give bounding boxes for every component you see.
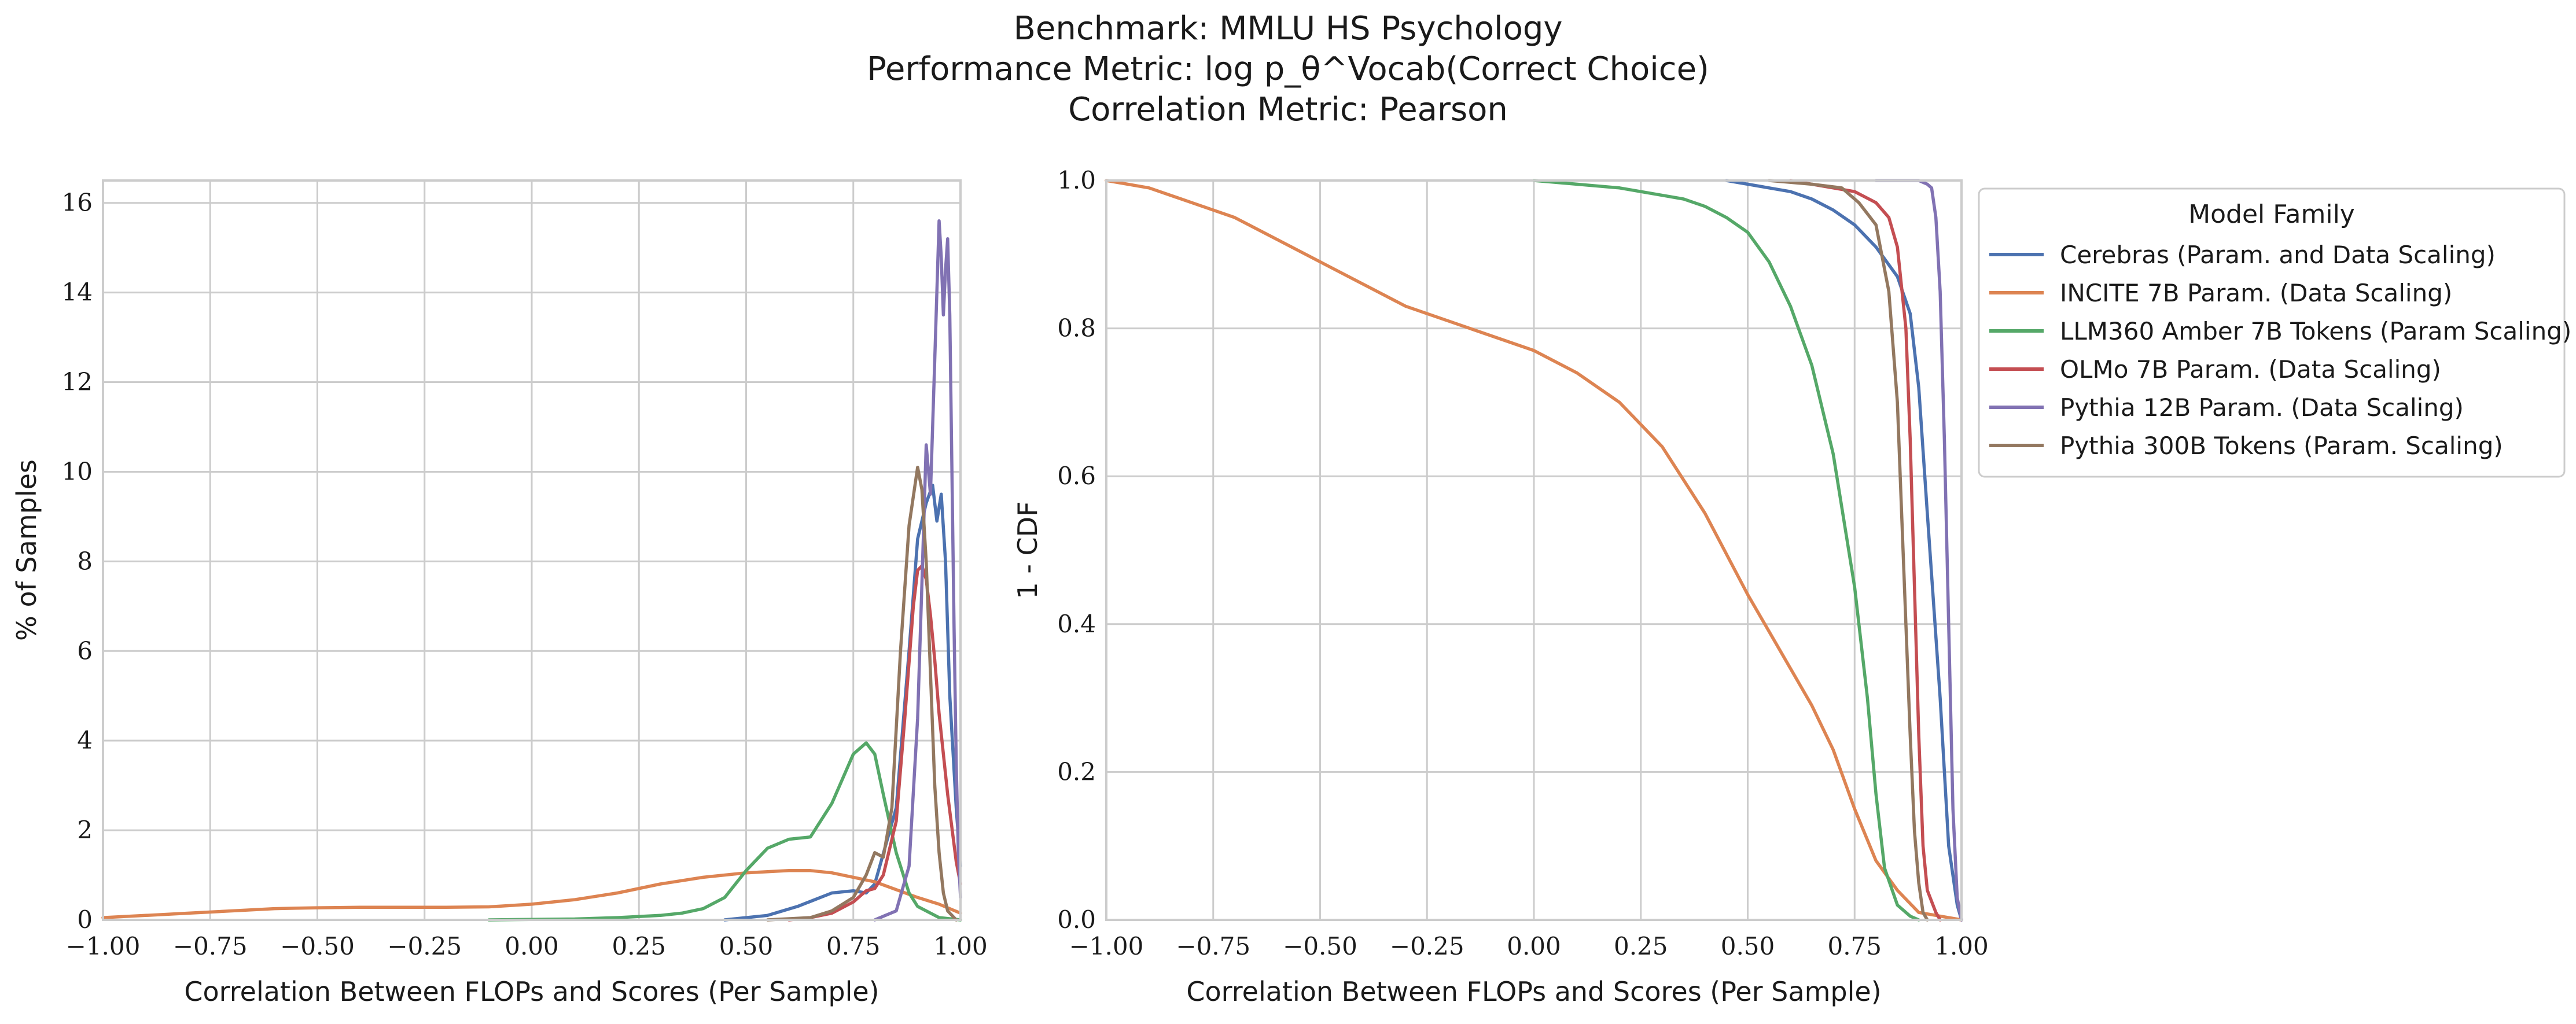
- survival-x-tick-label: 0.75: [1827, 932, 1882, 960]
- survival-series-line: [1724, 179, 1963, 922]
- kde-y-tick-label: 12: [62, 368, 93, 396]
- survival-series-line: [1874, 179, 1963, 922]
- survival-x-tick-label: 0.25: [1614, 932, 1668, 960]
- legend-entry-label: INCITE 7B Param. (Data Scaling): [2060, 279, 2452, 307]
- kde-x-tick-label: 0.50: [719, 932, 774, 960]
- legend-entry-label: Cerebras (Param. and Data Scaling): [2060, 241, 2496, 269]
- title-performance-metric: Performance Metric: log p_θ^Vocab(Correc…: [867, 50, 1709, 88]
- survival-y-tick-label: 0.8: [1057, 314, 1096, 342]
- kde-x-tick-label: −0.75: [173, 932, 248, 960]
- kde-panel: −1.00 −0.75 −0.50 −0.25 0.00 0.25 0.50 0.75 1.00…: [11, 179, 988, 1007]
- kde-x-tick-label: 1.00: [933, 932, 988, 960]
- legend-entry-label: Pythia 300B Tokens (Param. Scaling): [2060, 432, 2503, 460]
- kde-series-line: [873, 219, 962, 922]
- kde-y-ticks: 0 2 4 6 8 10 12 14 16: [62, 189, 93, 934]
- survival-x-tick-label: 1.00: [1934, 932, 1989, 960]
- legend-box: [1978, 187, 2566, 478]
- survival-x-ticks: −1.00 −0.75 −0.50 −0.25 0.00 0.25 0.50 0.75 1.00: [1069, 932, 1989, 960]
- kde-x-tick-label: −1.00: [66, 932, 141, 960]
- survival-series-line: [1105, 179, 1963, 922]
- kde-x-tick-label: −0.50: [280, 932, 355, 960]
- survival-x-axis-label: Correlation Between FLOPs and Scores (Pe…: [1186, 976, 1881, 1007]
- survival-gridlines: [1105, 179, 1963, 921]
- kde-y-axis-label: % of Samples: [11, 459, 42, 641]
- title-benchmark: Benchmark: MMLU HS Psychology: [1013, 10, 1562, 47]
- survival-y-tick-label: 0.0: [1057, 905, 1096, 934]
- kde-series-line: [787, 564, 962, 922]
- survival-plot-frame: [1105, 179, 1963, 921]
- kde-y-tick-label: 10: [62, 457, 93, 485]
- kde-gridlines: [102, 181, 962, 921]
- kde-y-tick-label: 2: [77, 816, 93, 844]
- survival-series-line: [1767, 179, 1929, 922]
- legend-entry-label: LLM360 Amber 7B Tokens (Param Scaling): [2060, 317, 2571, 345]
- survival-y-tick-label: 0.4: [1057, 610, 1096, 638]
- kde-series-line: [766, 465, 958, 922]
- survival-x-tick-label: 0.00: [1507, 932, 1561, 960]
- survival-y-tick-label: 0.2: [1057, 757, 1096, 786]
- survival-x-tick-label: −0.50: [1283, 932, 1357, 960]
- survival-y-tick-label: 1.0: [1057, 166, 1096, 194]
- legend-entry-label: OLMo 7B Param. (Data Scaling): [2060, 355, 2441, 384]
- kde-y-tick-label: 4: [77, 726, 93, 754]
- survival-x-tick-label: −0.75: [1176, 932, 1250, 960]
- survival-y-axis-label: 1 - CDF: [1012, 501, 1043, 599]
- legend-title: Model Family: [2188, 200, 2355, 229]
- survival-series-line: [1532, 179, 1920, 922]
- title-correlation-metric: Correlation Metric: Pearson: [1068, 91, 1508, 128]
- legend-entry-label: Pythia 12B Param. (Data Scaling): [2060, 393, 2464, 422]
- survival-x-tick-label: −1.00: [1069, 932, 1144, 960]
- kde-x-ticks: −1.00 −0.75 −0.50 −0.25 0.00 0.25 0.50 0.75 1.00: [66, 932, 988, 960]
- survival-series-group: [1105, 179, 1963, 922]
- kde-y-tick-label: 0: [77, 905, 93, 934]
- legend: Model Family Cerebras (Param. and Data S…: [1978, 187, 2571, 478]
- survival-x-tick-label: 0.50: [1721, 932, 1775, 960]
- kde-x-tick-label: −0.25: [387, 932, 462, 960]
- survival-y-tick-label: 0.6: [1057, 462, 1096, 490]
- kde-x-tick-label: 0.75: [826, 932, 881, 960]
- kde-y-tick-label: 14: [62, 278, 93, 307]
- kde-y-tick-label: 8: [77, 547, 93, 575]
- kde-series-group: [101, 219, 962, 922]
- legend-items: Cerebras (Param. and Data Scaling) INCITE…: [1989, 241, 2571, 460]
- kde-y-tick-label: 16: [62, 189, 93, 217]
- kde-plot-frame: [102, 179, 962, 921]
- survival-x-tick-label: −0.25: [1390, 932, 1464, 960]
- survival-y-ticks: 0.0 0.2 0.4 0.6 0.8 1.0: [1057, 166, 1096, 934]
- kde-series-line: [487, 741, 962, 922]
- survival-panel: −1.00 −0.75 −0.50 −0.25 0.00 0.25 0.50 0.75 1.00…: [1012, 166, 1989, 1007]
- kde-x-tick-label: 0.25: [612, 932, 666, 960]
- kde-x-tick-label: 0.00: [505, 932, 559, 960]
- kde-y-tick-label: 6: [77, 636, 93, 665]
- kde-series-line: [101, 869, 962, 919]
- survival-series-line: [1789, 179, 1942, 922]
- kde-x-axis-label: Correlation Between FLOPs and Scores (Pe…: [184, 976, 879, 1007]
